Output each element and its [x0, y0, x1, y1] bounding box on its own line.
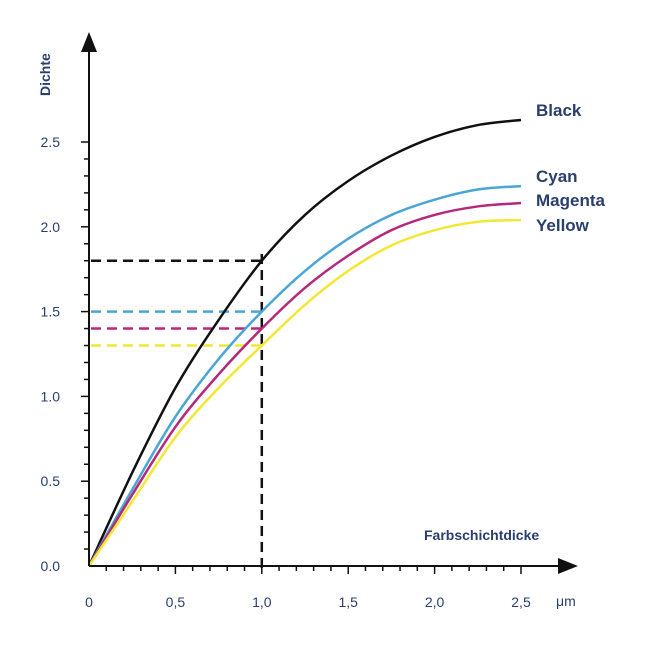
series-label-magenta: Magenta — [536, 191, 606, 210]
series-line-cyan — [87, 184, 522, 567]
x-axis-unit: μm — [556, 593, 576, 609]
y-tick-label: 1.0 — [41, 388, 61, 404]
y-tick-label: 2.5 — [41, 134, 61, 150]
reference-lines — [91, 248, 264, 568]
x-axis-arrow — [558, 558, 578, 574]
y-axis-title: Dichte — [37, 53, 53, 96]
y-tick-label: 2.0 — [41, 219, 61, 235]
y-tick-label: 0.5 — [41, 473, 61, 489]
series-label-black: Black — [536, 101, 582, 120]
x-tick-label: 0,5 — [166, 594, 186, 610]
series-line-magenta — [87, 201, 522, 567]
series-label-cyan: Cyan — [536, 167, 578, 186]
y-tick-label: 0.0 — [41, 558, 61, 574]
axes — [81, 32, 578, 574]
series-labels: Black Cyan Magenta Yellow — [536, 101, 606, 235]
y-axis-arrow — [81, 32, 97, 52]
x-tick-label: 2,0 — [425, 594, 445, 610]
y-tick-label: 1.5 — [41, 304, 61, 320]
series-label-yellow: Yellow — [536, 216, 590, 235]
x-tick-label: 1,5 — [338, 594, 358, 610]
series-line-yellow — [87, 218, 522, 567]
tick-labels: 0 0,5 1,0 1,5 2,0 2,5 0.0 0.5 1.0 1.5 2.0 2.5 — [41, 134, 531, 610]
x-tick-label: 0 — [85, 594, 93, 610]
series-curves — [87, 118, 522, 567]
tick-marks — [81, 141, 522, 574]
x-tick-label: 2,5 — [511, 594, 531, 610]
x-tick-label: 1,0 — [252, 594, 272, 610]
x-axis-title: Farbschichtdicke — [424, 527, 539, 543]
series-line-black — [87, 118, 522, 567]
